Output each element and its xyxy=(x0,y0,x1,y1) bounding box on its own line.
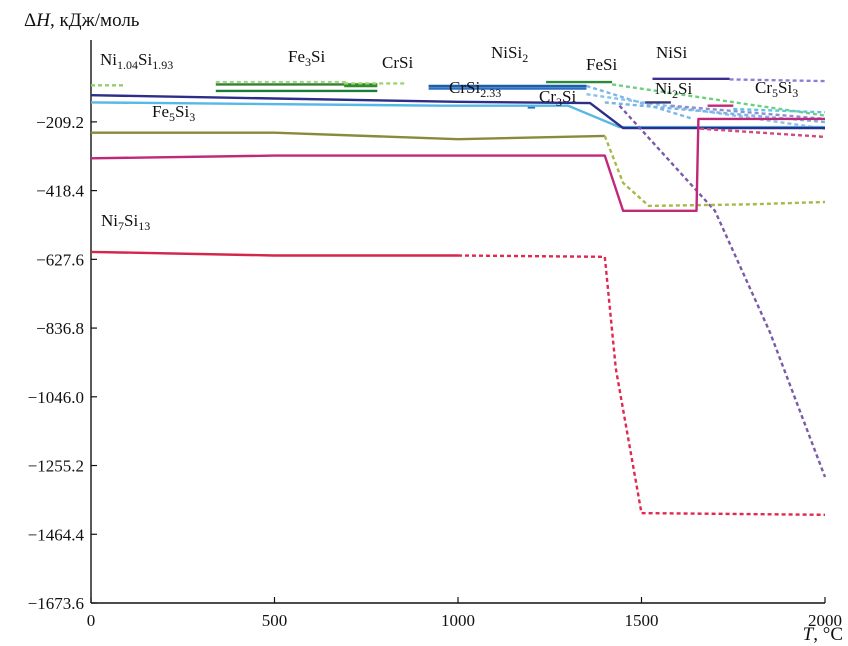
x-axis-title: T, °C xyxy=(803,624,843,645)
series-line-unlabeled-13 xyxy=(90,117,825,213)
x-tick-label: 1000 xyxy=(441,611,475,630)
series-label-fesi: FeSi xyxy=(586,55,617,74)
series-label-fe5si3: Fe5Si3 xyxy=(152,102,195,124)
y-tick-label: −836.8 xyxy=(36,319,84,338)
y-axis-title: ΔH, кДж/моль xyxy=(24,10,140,31)
series-dashed-ni7si13 xyxy=(457,254,826,516)
series-dashed-unlabeled-13 xyxy=(700,127,826,139)
series-label-ni1-04si1-93: Ni1.04Si1.93 xyxy=(100,50,173,72)
series-dashed-unlabeled-11 xyxy=(618,104,827,478)
series-dashed-nisi xyxy=(729,78,826,83)
x-tick-label: 2000 xyxy=(808,611,842,630)
y-tick-label: −209.2 xyxy=(36,113,84,132)
x-tick-label: 0 xyxy=(87,611,96,630)
series-label-crsi2-33: CrSi2.33 xyxy=(449,78,501,100)
series-label-crsi: CrSi xyxy=(382,53,413,72)
series-dashed-cr5si3 xyxy=(733,107,826,114)
series-label-ni7si13: Ni7Si13 xyxy=(101,211,150,233)
series-labels: Ni1.04Si1.93 Fe3Si CrSi NiSi2 FeSi NiSi CrSi2.… xyxy=(100,43,798,233)
y-tick-label: −418.4 xyxy=(36,182,84,201)
series-dashed-unlabeled-12 xyxy=(603,135,826,208)
y-tick-label: −1255.2 xyxy=(28,457,84,476)
series-line-ni7si13 xyxy=(90,250,458,257)
series-dashed-nisi2 xyxy=(586,84,694,121)
series-layer xyxy=(90,77,827,516)
series-line-unlabeled-12 xyxy=(91,131,605,141)
series-dashed-ni2si xyxy=(670,104,826,121)
y-tick-label: −627.6 xyxy=(36,250,84,269)
x-tick-label: 1500 xyxy=(625,611,659,630)
y-tick-label: −1673.6 xyxy=(28,594,84,613)
axes: 0 500 1000 1500 2000 −209.2 −418.4 −627.6 −836.8… xyxy=(28,40,842,630)
series-label-nisi: NiSi xyxy=(656,43,687,62)
series-label-cr3si: Cr3Si xyxy=(539,87,576,109)
series-label-fe3si: Fe3Si xyxy=(288,47,325,69)
series-label-ni2si: Ni2Si xyxy=(655,79,692,101)
y-tick-label: −1464.4 xyxy=(28,525,85,544)
y-tick-label: −1046.0 xyxy=(28,388,84,407)
series-label-nisi2: NiSi2 xyxy=(491,43,528,65)
x-tick-label: 500 xyxy=(262,611,288,630)
series-label-cr5si3: Cr5Si3 xyxy=(755,78,798,100)
series-line-unlabeled-11 xyxy=(90,94,825,130)
series-dashed-fesi xyxy=(611,83,826,117)
